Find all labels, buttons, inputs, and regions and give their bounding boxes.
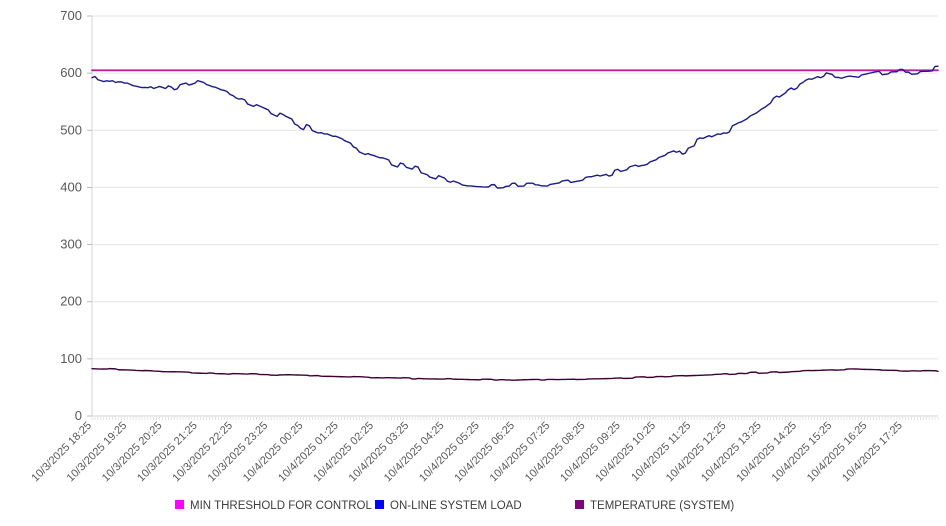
- svg-text:10/3/2025 23:25: 10/3/2025 23:25: [206, 420, 271, 485]
- svg-text:10/3/2025 20:25: 10/3/2025 20:25: [100, 420, 165, 485]
- svg-text:10/4/2025 06:25: 10/4/2025 06:25: [452, 420, 517, 485]
- svg-text:300: 300: [60, 237, 82, 252]
- svg-text:10/4/2025 14:25: 10/4/2025 14:25: [734, 420, 799, 485]
- svg-text:10/4/2025 03:25: 10/4/2025 03:25: [347, 420, 412, 485]
- svg-text:500: 500: [60, 122, 82, 137]
- svg-text:10/4/2025 13:25: 10/4/2025 13:25: [699, 420, 764, 485]
- svg-text:ON-LINE SYSTEM LOAD: ON-LINE SYSTEM LOAD: [390, 500, 522, 512]
- svg-text:10/3/2025 19:25: 10/3/2025 19:25: [65, 420, 130, 485]
- svg-text:10/4/2025 01:25: 10/4/2025 01:25: [276, 420, 341, 485]
- svg-text:700: 700: [60, 8, 82, 23]
- svg-text:10/4/2025 04:25: 10/4/2025 04:25: [382, 420, 447, 485]
- svg-text:10/4/2025 00:25: 10/4/2025 00:25: [241, 420, 306, 485]
- svg-text:600: 600: [60, 65, 82, 80]
- svg-text:10/4/2025 05:25: 10/4/2025 05:25: [417, 420, 482, 485]
- svg-text:400: 400: [60, 179, 82, 194]
- svg-text:TEMPERATURE (SYSTEM): TEMPERATURE (SYSTEM): [590, 500, 734, 512]
- svg-text:10/4/2025 17:25: 10/4/2025 17:25: [840, 420, 905, 485]
- svg-text:10/3/2025 22:25: 10/3/2025 22:25: [170, 420, 235, 485]
- svg-text:0: 0: [75, 408, 82, 423]
- svg-text:10/4/2025 10:25: 10/4/2025 10:25: [593, 420, 658, 485]
- svg-text:10/4/2025 07:25: 10/4/2025 07:25: [488, 420, 553, 485]
- svg-text:100: 100: [60, 351, 82, 366]
- svg-text:MIN THRESHOLD FOR CONTROL: MIN THRESHOLD FOR CONTROL: [190, 500, 372, 512]
- svg-text:10/4/2025 09:25: 10/4/2025 09:25: [558, 420, 623, 485]
- svg-text:10/4/2025 08:25: 10/4/2025 08:25: [523, 420, 588, 485]
- svg-text:10/4/2025 16:25: 10/4/2025 16:25: [805, 420, 870, 485]
- svg-text:10/3/2025 21:25: 10/3/2025 21:25: [135, 420, 200, 485]
- svg-text:10/4/2025 12:25: 10/4/2025 12:25: [664, 420, 729, 485]
- svg-text:10/3/2025 18:25: 10/3/2025 18:25: [29, 420, 94, 485]
- svg-text:200: 200: [60, 294, 82, 309]
- svg-text:10/4/2025 15:25: 10/4/2025 15:25: [770, 420, 835, 485]
- svg-text:10/4/2025 02:25: 10/4/2025 02:25: [311, 420, 376, 485]
